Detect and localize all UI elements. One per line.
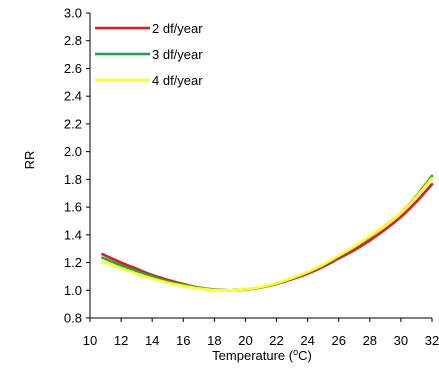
legend-label: 4 df/year [152,73,203,88]
y-tick-label: 1.0 [64,283,82,298]
y-tick-label: 2.6 [64,61,82,76]
y-tick-label: 1.8 [64,172,82,187]
legend-label: 2 df/year [152,21,203,36]
legend: 2 df/year 3 df/year 4 df/year [95,21,203,88]
x-tick-label: 14 [145,333,159,348]
x-axis-title-main: Temperature ( [212,348,294,363]
y-tick-label: 2.2 [64,116,82,131]
x-tick-label: 18 [207,333,221,348]
legend-item: 3 df/year [95,47,203,62]
x-tick-label: 10 [83,333,97,348]
x-ticks: 10 12 14 16 18 20 22 24 26 28 30 32 [83,318,439,348]
y-tick-label: 3.0 [64,6,82,21]
y-tick-label: 1.4 [64,227,82,242]
x-axis-title-unit: C) [298,348,312,363]
y-tick-label: 2.0 [64,144,82,159]
x-tick-label: 16 [176,333,190,348]
x-tick-label: 28 [363,333,377,348]
series-line-3-df-year [102,176,432,290]
x-tick-label: 20 [238,333,252,348]
x-tick-label: 12 [114,333,128,348]
x-tick-label: 24 [300,333,314,348]
y-tick-label: 0.8 [64,311,82,326]
legend-label: 3 df/year [152,47,203,62]
y-tick-label: 1.6 [64,200,82,215]
x-tick-label: 30 [394,333,408,348]
series-group [102,176,432,290]
y-axis-title: RR [22,151,37,170]
y-tick-label: 2.8 [64,33,82,48]
series-line-2-df-year [102,184,432,290]
x-tick-label: 26 [331,333,345,348]
y-ticks: 0.8 1.0 1.2 1.4 1.6 1.8 2.0 2.2 2.4 2.6 2.8 3.0 [64,6,90,326]
x-tick-label: 22 [269,333,283,348]
y-tick-label: 2.4 [64,89,82,104]
axes: 0.81.01.21.41.61.82.02.22.42.62.83.0 10 1… [64,6,439,349]
legend-item: 4 df/year [95,73,203,88]
legend-item: 2 df/year [95,21,203,36]
x-axis-title: Temperature (oC) [212,347,312,363]
series-line-4-df-year [102,178,432,290]
x-tick-label: 32 [425,333,439,348]
y-tick-label: 1.2 [64,255,82,270]
